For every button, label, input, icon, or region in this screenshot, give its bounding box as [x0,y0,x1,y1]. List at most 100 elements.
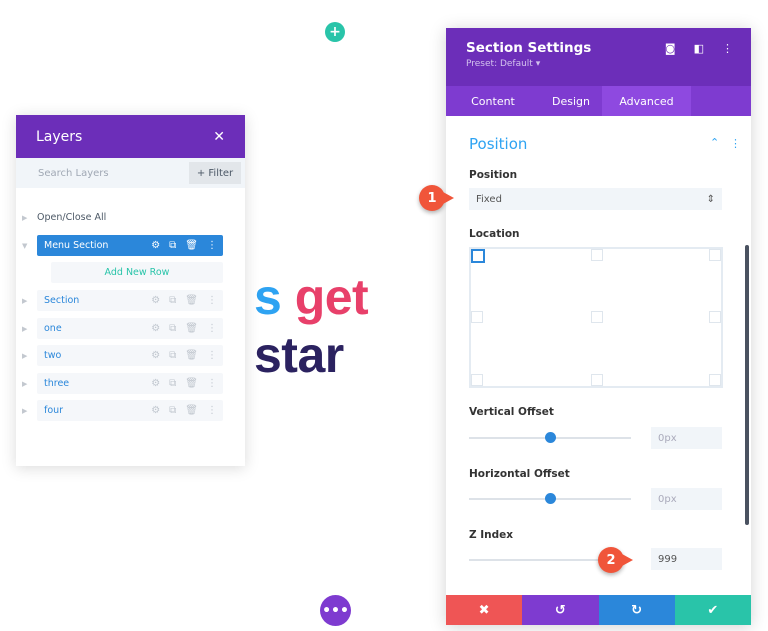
close-icon[interactable]: ✕ [213,128,225,145]
position-select[interactable]: Fixed ⇕ [469,188,722,210]
triangle-icon[interactable]: ▶ [22,351,28,360]
hero-part: s [254,269,295,325]
z-index-slider[interactable] [469,559,631,561]
layer-label: Section [44,295,80,306]
vertical-offset-input[interactable]: 0px [651,427,722,449]
vertical-offset-slider[interactable] [469,432,631,443]
location-top-right[interactable] [709,249,721,261]
vertical-offset-label: Vertical Offset [469,406,554,418]
group-title[interactable]: Position [469,135,528,153]
layer-label: one [44,323,62,334]
duplicate-icon[interactable]: ⧉ [169,350,177,361]
location-label: Location [469,228,520,240]
location-top-center[interactable] [591,249,603,261]
triangle-icon[interactable]: ▶ [22,324,28,333]
z-index-label: Z Index [469,529,514,541]
layers-panel: Layers ✕ Search Layers + Filter ▶ Open/Clos… [16,115,245,466]
location-grid[interactable] [469,247,723,388]
triangle-down-icon[interactable]: ▼ [22,241,28,250]
layer-label: four [44,405,64,416]
preset-dropdown[interactable]: Preset: Default ▾ [466,59,541,69]
trash-icon[interactable]: 🗑 [185,240,198,251]
more-icon[interactable]: ⋮ [207,323,217,334]
layer-item[interactable]: two ⚙ ⧉ 🗑 ⋮ [37,345,223,366]
position-label: Position [469,169,518,181]
more-icon[interactable]: ⋮ [207,350,217,361]
location-bottom-right[interactable] [709,374,721,386]
chevron-up-icon[interactable]: ⌃ [710,136,720,149]
layer-item[interactable]: Menu Section ⚙ ⧉ 🗑 ⋮ [37,235,223,256]
more-icon[interactable]: ⋮ [207,295,217,306]
location-top-left[interactable] [471,249,485,263]
step-badge-2: 2 [598,547,633,573]
more-icon[interactable]: ⋮ [207,405,217,416]
duplicate-icon[interactable]: ⧉ [169,240,177,251]
layer-item[interactable]: three ⚙ ⧉ 🗑 ⋮ [37,373,223,394]
add-row-label: Add New Row [104,267,170,278]
trash-icon[interactable]: 🗑 [185,405,198,416]
hero-part: get [294,269,369,325]
more-options-button[interactable]: ••• [320,595,351,626]
duplicate-icon[interactable]: ⧉ [169,295,177,306]
trash-icon[interactable]: 🗑 [185,323,198,334]
gear-icon[interactable]: ⚙ [151,405,161,416]
location-center[interactable] [591,311,603,323]
section-settings-panel: Section Settings Preset: Default ▾ ◙ ◧ ⋮ C… [446,28,751,625]
select-value: Fixed [476,193,502,205]
triangle-icon[interactable]: ▶ [22,406,28,415]
location-bottom-center[interactable] [591,374,603,386]
save-button[interactable]: ✔ [674,595,751,625]
gear-icon[interactable]: ⚙ [151,350,161,361]
horizontal-offset-label: Horizontal Offset [469,468,570,480]
trash-icon[interactable]: 🗑 [185,295,198,306]
select-arrows-icon: ⇕ [706,193,715,205]
gear-icon[interactable]: ⚙ [151,240,161,251]
search-layers-input[interactable]: Search Layers [38,167,109,179]
triangle-icon: ▶ [22,213,28,222]
tab-design[interactable]: Design [552,94,590,108]
layer-item[interactable]: one ⚙ ⧉ 🗑 ⋮ [37,318,223,339]
step-badge-1: 1 [419,185,454,211]
open-close-all[interactable]: Open/Close All [37,212,107,223]
sidebar-icon[interactable]: ◧ [693,42,704,55]
add-new-row-button[interactable]: Add New Row [51,262,223,283]
layer-label: two [44,350,62,361]
settings-title: Section Settings [466,40,592,56]
add-section-button[interactable]: + [325,22,345,42]
gear-icon[interactable]: ⚙ [151,323,161,334]
discard-button[interactable]: ✖ [446,595,523,625]
more-icon[interactable]: ⋮ [207,240,217,251]
layer-item[interactable]: Section ⚙ ⧉ 🗑 ⋮ [37,290,223,311]
trash-icon[interactable]: 🗑 [185,378,198,389]
gear-icon[interactable]: ⚙ [151,378,161,389]
more-icon[interactable]: ⋮ [722,42,733,55]
triangle-icon[interactable]: ▶ [22,379,28,388]
location-bottom-left[interactable] [471,374,483,386]
layer-item[interactable]: four ⚙ ⧉ 🗑 ⋮ [37,400,223,421]
duplicate-icon[interactable]: ⧉ [169,405,177,416]
slider-handle[interactable] [545,493,556,504]
undo-button[interactable]: ↺ [522,595,599,625]
focus-icon[interactable]: ◙ [664,42,676,55]
layer-label: Menu Section [44,240,109,251]
horizontal-offset-slider[interactable] [469,493,631,504]
location-center-left[interactable] [471,311,483,323]
z-index-input[interactable]: 999 [651,548,722,570]
gear-icon[interactable]: ⚙ [151,295,161,306]
duplicate-icon[interactable]: ⧉ [169,323,177,334]
tab-advanced[interactable]: Advanced [602,86,691,116]
filter-button[interactable]: + Filter [189,162,241,184]
hero-heading: s get star [254,268,442,384]
tab-content[interactable]: Content [471,94,515,108]
triangle-icon[interactable]: ▶ [22,296,28,305]
duplicate-icon[interactable]: ⧉ [169,378,177,389]
scrollbar[interactable] [745,245,749,525]
slider-handle[interactable] [545,432,556,443]
more-icon[interactable]: ⋮ [207,378,217,389]
trash-icon[interactable]: 🗑 [185,350,198,361]
redo-button[interactable]: ↻ [598,595,675,625]
location-center-right[interactable] [709,311,721,323]
horizontal-offset-input[interactable]: 0px [651,488,722,510]
more-icon[interactable]: ⋮ [730,137,741,150]
hero-part: star [254,327,344,383]
